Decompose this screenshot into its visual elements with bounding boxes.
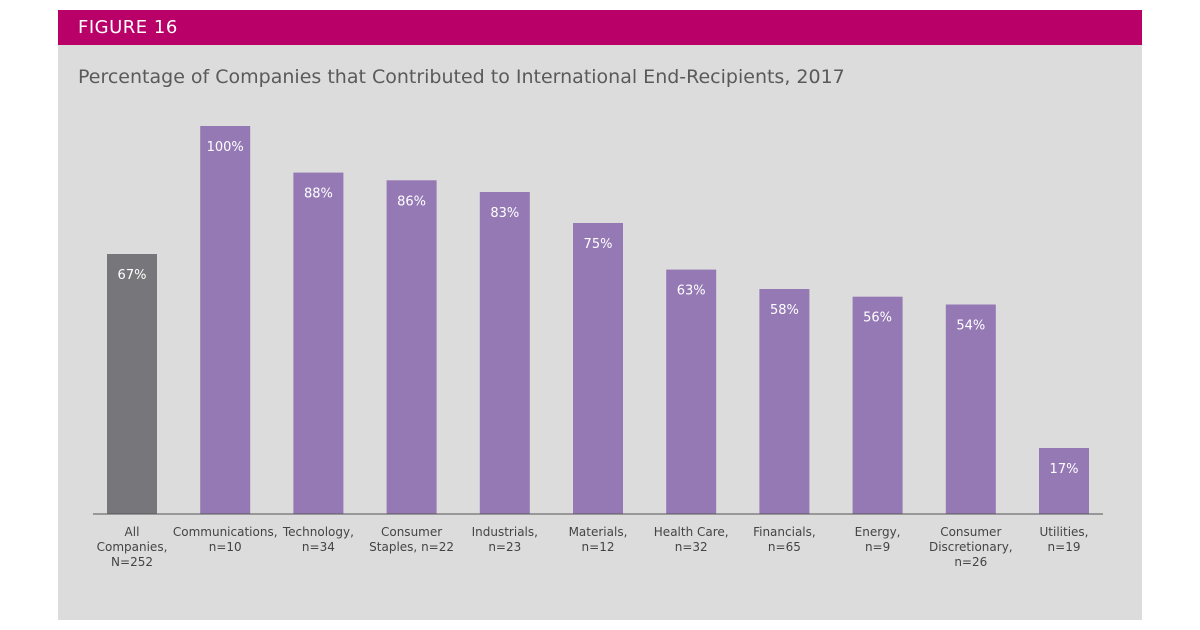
bar-value-label: 63%: [677, 284, 706, 299]
bars-group: [107, 126, 1089, 515]
bar: [200, 126, 251, 514]
bar: [1039, 448, 1089, 514]
bar-value-label: 88%: [304, 187, 333, 202]
category-tick-label: Consumer Discretionary, n=26: [929, 525, 1013, 569]
figure-banner: FIGURE 16: [58, 10, 1142, 45]
bar-value-label: 67%: [118, 268, 147, 283]
bar-value-label: 58%: [770, 303, 799, 318]
bar: [386, 180, 437, 515]
figure-label: FIGURE 16: [78, 17, 178, 38]
category-tick-label: All Companies, N=252: [97, 525, 168, 569]
category-tick-label: Communications, n=10: [173, 525, 278, 554]
bar: [852, 296, 903, 514]
bar: [666, 269, 717, 514]
category-tick-label: Industrials, n=23: [472, 525, 538, 554]
bar-value-label: 86%: [397, 194, 426, 209]
bar: [293, 172, 344, 514]
bar: [573, 223, 623, 514]
category-tick-label: Financials, n=65: [753, 525, 816, 554]
bar-value-label: 56%: [863, 311, 892, 326]
category-tick-label: Utilities, n=19: [1040, 525, 1089, 554]
category-tick-label: Consumer Staples, n=22: [369, 525, 454, 554]
category-tick-label: Materials, n=12: [569, 525, 628, 554]
bar: [107, 254, 157, 514]
chart-title: Percentage of Companies that Contributed…: [78, 66, 845, 88]
category-tick-label: Energy, n=9: [855, 525, 901, 554]
figure-card: FIGURE 16 Percentage of Companies that C…: [58, 10, 1142, 620]
bar-chart: 67% 100% 88% 86% 83% 75% 63% 58% 56% 54% 17% All Co…: [93, 126, 1103, 569]
value-labels-group: 67% 100% 88% 86% 83% 75% 63% 58% 56% 54% 17%: [118, 140, 1079, 477]
bar: [945, 304, 996, 514]
category-tick-label: Health Care, n=32: [654, 525, 729, 554]
category-tick-label: Technology, n=34: [282, 525, 354, 554]
bar-value-label: 75%: [584, 237, 613, 252]
bar-value-label: 17%: [1050, 462, 1079, 477]
bar-value-label: 54%: [956, 319, 985, 334]
bar: [759, 289, 810, 514]
bar: [479, 192, 530, 514]
bar-value-label: 100%: [207, 140, 244, 155]
bar-value-label: 83%: [490, 206, 519, 221]
